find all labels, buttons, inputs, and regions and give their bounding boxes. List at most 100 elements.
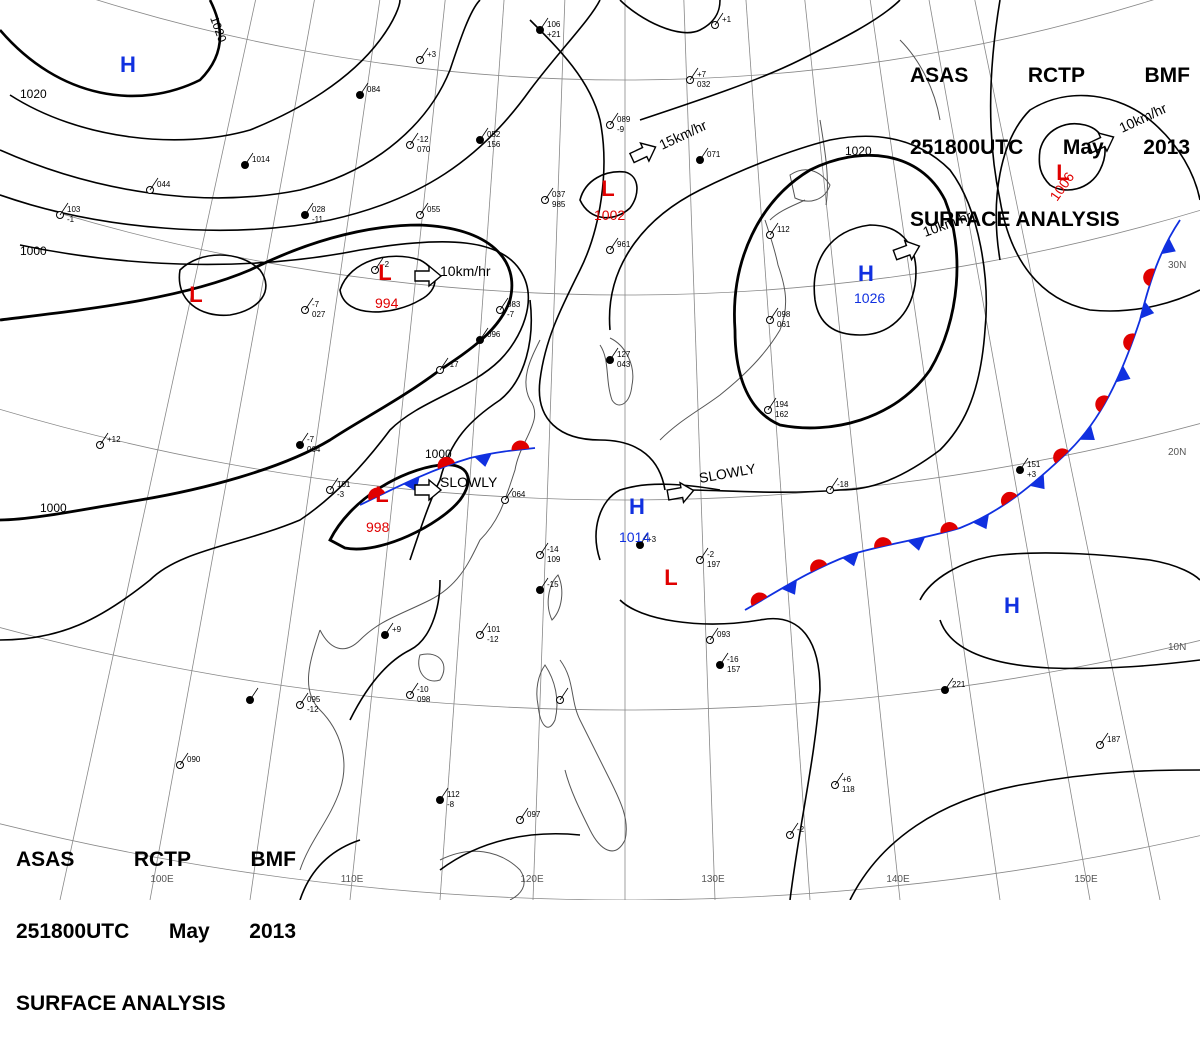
coastline — [319, 339, 541, 650]
coastline — [659, 199, 806, 441]
station-pressure: -15 — [547, 580, 559, 589]
wind-barb — [539, 577, 549, 591]
high-pressure-center: H — [120, 52, 136, 77]
station-pressure: 096 — [487, 330, 501, 339]
station-pressure: +9 — [392, 625, 402, 634]
warm-front-symbol — [1053, 448, 1069, 464]
isobar-line — [608, 135, 988, 494]
isobar-line — [639, 0, 901, 121]
station-pressure: 101 — [337, 480, 351, 489]
motion-label: SLOWLY — [440, 474, 498, 490]
latitude-label: 30N — [1168, 260, 1186, 271]
isobar-line — [0, 0, 222, 98]
motion-arrow — [628, 141, 657, 164]
wind-barb — [639, 532, 649, 546]
isobar-line — [919, 552, 1200, 601]
wind-barb — [244, 152, 254, 166]
center-pressure-value: 998 — [366, 519, 390, 535]
warm-front-symbol — [1095, 395, 1109, 413]
station-pressure: 089 — [617, 115, 631, 124]
station-pressure: +7 — [697, 70, 707, 79]
warm-front-symbol — [368, 487, 386, 501]
wind-barb — [299, 432, 309, 446]
wind-barb — [479, 127, 489, 141]
wind-barb — [304, 297, 314, 311]
station-tendency: 032 — [697, 80, 711, 89]
title-code: BMF — [250, 848, 297, 871]
station-tendency: -11 — [312, 215, 324, 224]
station-pressure: 028 — [312, 205, 326, 214]
station-pressure: 064 — [512, 490, 526, 499]
motion-arrow — [414, 264, 443, 288]
isobar-line — [1038, 123, 1106, 191]
title-product: SURFACE ANALYSIS — [16, 992, 226, 1015]
wind-barb — [304, 202, 314, 216]
station-tendency: 162 — [775, 410, 789, 419]
motion-arrow — [892, 239, 921, 262]
warm-front-symbol — [437, 456, 455, 469]
station-tendency: 985 — [552, 200, 566, 209]
wind-barb — [149, 177, 159, 191]
meridian-line — [439, 0, 505, 900]
station-pressure: -14 — [547, 545, 559, 554]
title-month: May — [168, 920, 210, 943]
title-top-right: ASAS RCTP BMF 251800UTC May 2013 SURFACE ANA… — [910, 16, 1190, 256]
station-pressure: 187 — [1107, 735, 1121, 744]
isobar-line — [299, 839, 361, 900]
cold-front-symbol — [1079, 425, 1095, 441]
warm-front-symbol — [1123, 333, 1136, 351]
wind-barb — [714, 12, 724, 26]
motion-arrow — [1086, 131, 1115, 154]
station-pressure: 098 — [777, 310, 791, 319]
title-agency: ASAS — [910, 64, 969, 87]
longitude-label: 110E — [341, 874, 364, 885]
wind-barb — [699, 547, 709, 561]
center-pressure-value: 1002 — [594, 207, 625, 223]
wind-barb — [329, 477, 339, 491]
motion-arrow — [666, 481, 695, 505]
wind-barb — [249, 687, 259, 701]
isobar-line — [939, 619, 1200, 670]
longitude-label: 150E — [1074, 874, 1098, 885]
coastline — [547, 574, 563, 621]
isobar-line — [0, 0, 601, 231]
coastline — [418, 653, 445, 682]
station-pressure: -16 — [727, 655, 739, 664]
station-tendency: +21 — [547, 30, 561, 39]
station-tendency: 098 — [417, 695, 431, 704]
wind-barb — [1099, 732, 1109, 746]
station-tendency: 027 — [312, 310, 326, 319]
station-tendency: -1 — [67, 215, 75, 224]
low-pressure-center: L — [189, 282, 202, 307]
cold-front-symbol — [781, 579, 797, 595]
motion-label: 15km/hr — [657, 117, 710, 153]
center-pressure-value: 1026 — [854, 290, 885, 306]
meridian-line — [532, 0, 566, 900]
isobar-line — [619, 0, 721, 34]
low-pressure-center: L — [378, 260, 391, 285]
warm-front-symbol — [1000, 491, 1018, 507]
wind-barb — [409, 682, 419, 696]
meridian-line — [349, 0, 446, 900]
station-pressure: 090 — [187, 755, 201, 764]
station-tendency: -3 — [337, 490, 345, 499]
station-pressure: 101 — [487, 625, 501, 634]
wind-barb — [499, 297, 509, 311]
title-year: 2013 — [1143, 136, 1190, 159]
title-year: 2013 — [249, 920, 296, 943]
isobar-line — [813, 224, 917, 336]
high-pressure-center: H — [629, 494, 645, 519]
wind-barb — [789, 822, 799, 836]
isobar-label: 1000 — [20, 244, 47, 258]
coastline — [899, 39, 941, 121]
warm-front-symbol — [511, 440, 530, 451]
station-pressure: +3 — [427, 50, 437, 59]
title-station: RCTP — [133, 848, 192, 871]
wind-barb — [99, 432, 109, 446]
coastlines — [299, 39, 941, 900]
stationary-front — [744, 219, 1181, 611]
meridian-line — [745, 0, 811, 900]
isobar-line — [529, 19, 666, 491]
